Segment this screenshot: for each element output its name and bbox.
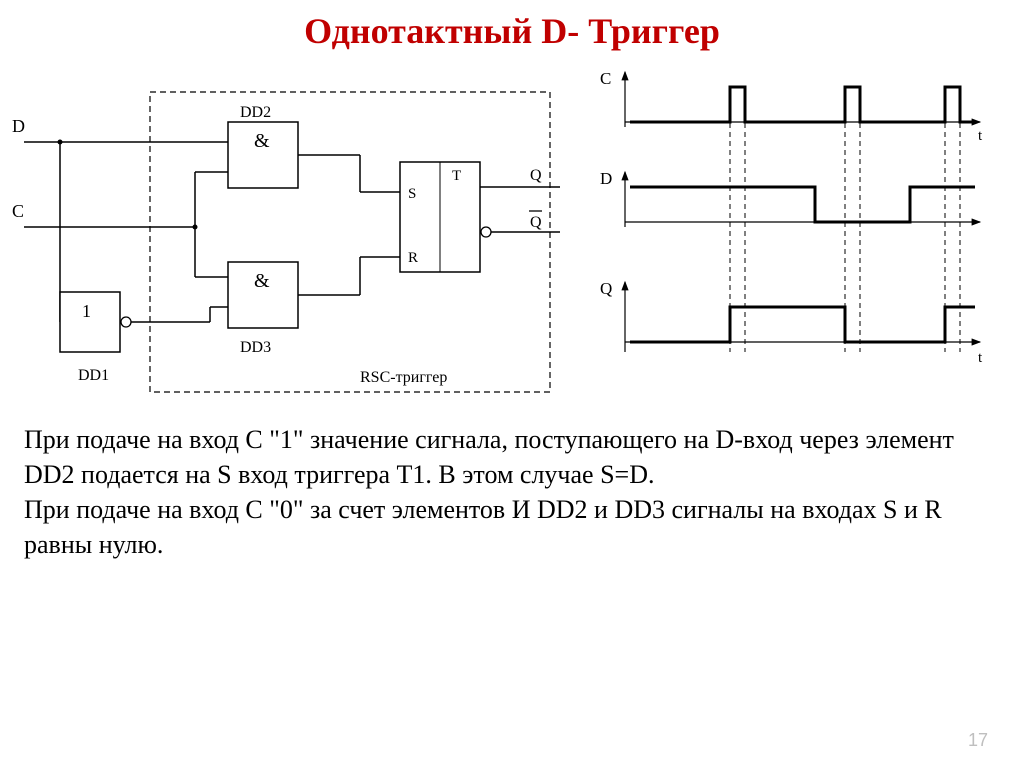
desc-p1: При подаче на вход С "1" значение сигнал… (24, 422, 1000, 492)
desc-p2: При подаче на вход С "0" за счет элемент… (24, 492, 1000, 562)
label-C: C (12, 201, 24, 221)
timing-diagram: C t D Q t (580, 62, 1000, 412)
page-number: 17 (968, 730, 988, 751)
label-D: D (12, 116, 25, 136)
waveform-D (630, 187, 975, 222)
label-Q: Q (530, 167, 542, 184)
label-Qbar: Q (530, 214, 542, 231)
circuit-diagram: D C 1 DD1 DD2 (0, 62, 580, 412)
gate-dd1-symbol: 1 (82, 301, 91, 321)
label-S: S (408, 186, 416, 202)
label-rsc: RSC-триггер (360, 369, 447, 386)
inverter-bubble-dd1 (121, 317, 131, 327)
timing-label-Q: Q (600, 279, 612, 298)
waveform-C (630, 87, 975, 122)
label-R: R (408, 250, 418, 266)
label-dd1: DD1 (78, 367, 109, 384)
timing-label-C: C (600, 69, 611, 88)
gate-dd3-symbol: & (254, 270, 270, 292)
waveform-Q (630, 307, 975, 342)
label-dd3: DD3 (240, 339, 271, 356)
timing-axis-t1: t (978, 128, 983, 144)
page-title: Однотактный D- Триггер (0, 0, 1024, 52)
timing-label-D: D (600, 169, 612, 188)
gate-dd2-symbol: & (254, 130, 270, 152)
label-dd2: DD2 (240, 104, 271, 121)
timing-axis-t2: t (978, 350, 983, 366)
description-text: При подаче на вход С "1" значение сигнал… (0, 412, 1024, 562)
label-T: T (452, 168, 461, 184)
rsc-boundary (150, 92, 550, 392)
inverter-bubble-qbar (481, 227, 491, 237)
